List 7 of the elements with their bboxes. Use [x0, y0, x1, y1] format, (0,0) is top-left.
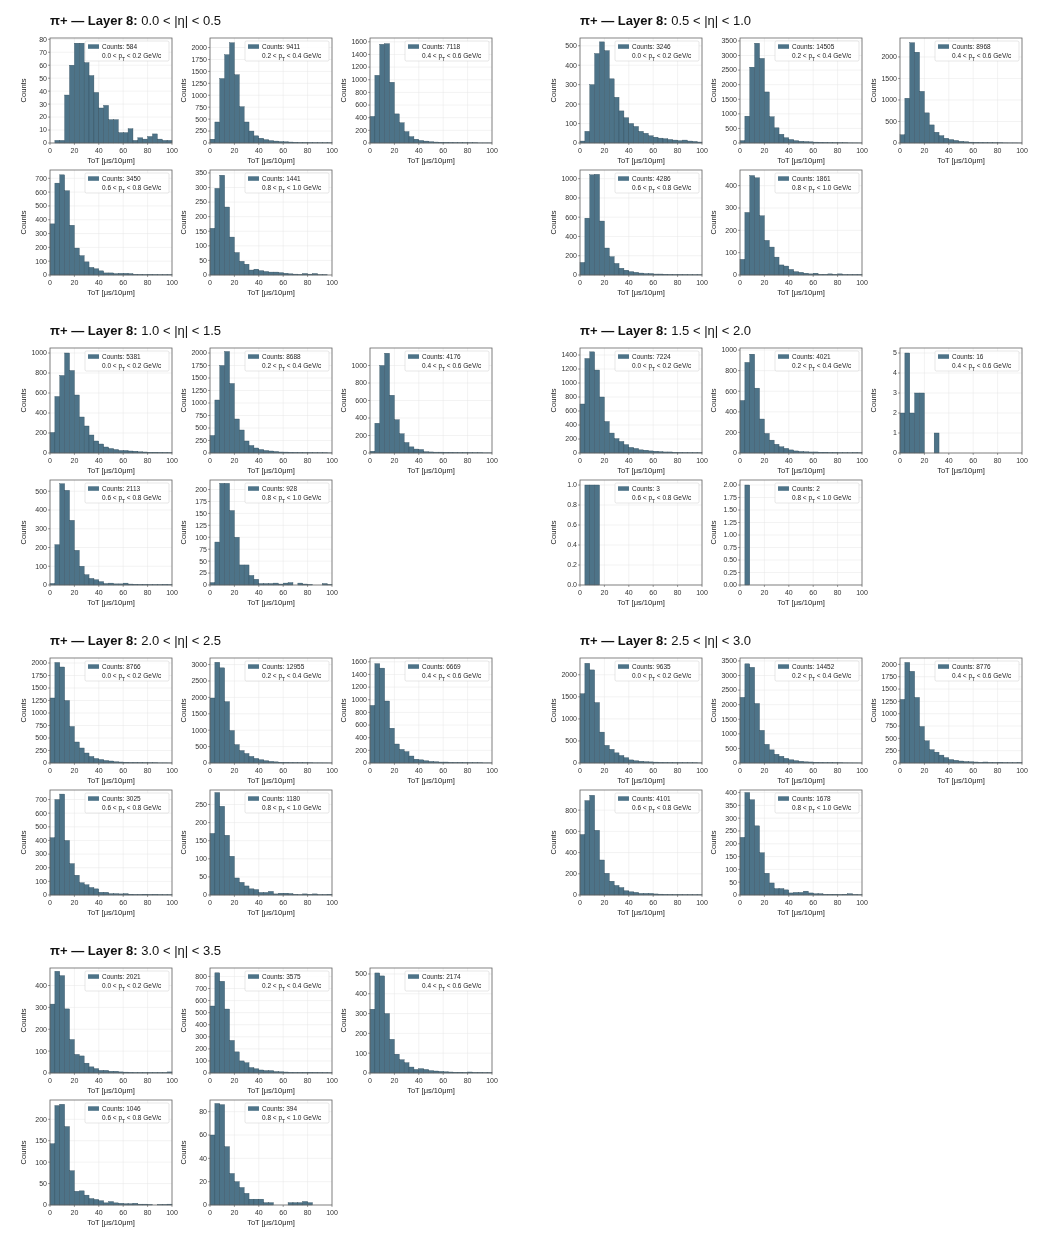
chart-title: π+ — Layer 8: 0.5 < |η| < 1.0 — [580, 13, 752, 28]
chart-title: π+ — Layer 8: 1.0 < |η| < 1.5 — [50, 323, 222, 338]
chart-title: π+ — Layer 8: 3.0 < |η| < 3.5 — [50, 943, 222, 958]
chart-title: π+ — Layer 8: 2.5 < |η| < 3.0 — [580, 633, 752, 648]
chart-title: π+ — Layer 8: 0.0 < |η| < 0.5 — [50, 13, 222, 28]
chart-title: π+ — Layer 8: 1.5 < |η| < 2.0 — [580, 323, 752, 338]
chart-title: π+ — Layer 8: 2.0 < |η| < 2.5 — [50, 633, 222, 648]
